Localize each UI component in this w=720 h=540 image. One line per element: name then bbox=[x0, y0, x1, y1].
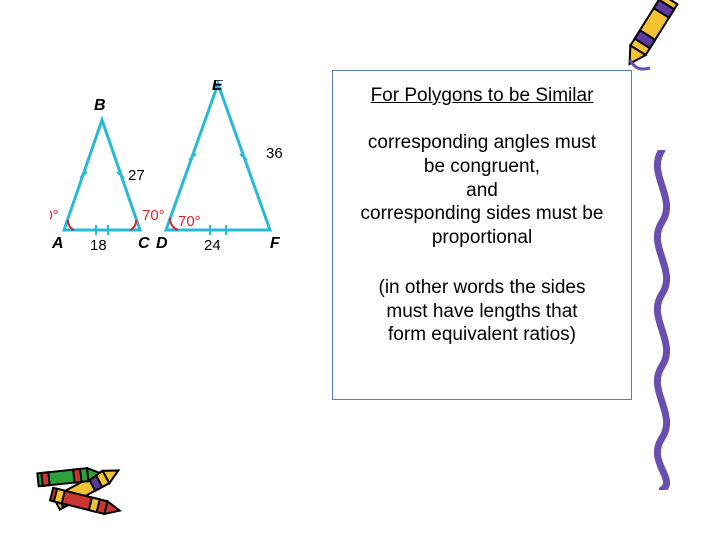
textbox-body2: (in other words the sides must have leng… bbox=[339, 276, 625, 347]
body2-l1: (in other words the sides bbox=[379, 277, 586, 298]
side-bc: 27 bbox=[128, 167, 145, 184]
crayon-pile-icon bbox=[30, 440, 140, 530]
similar-triangles-diagram: A B C D E F 70° 70° 70° 18 27 24 36 bbox=[50, 80, 320, 270]
label-b: B bbox=[94, 97, 106, 114]
slide-root: A B C D E F 70° 70° 70° 18 27 24 36 For … bbox=[0, 0, 720, 540]
angle-a-text: 70° bbox=[50, 207, 59, 224]
triangle-def bbox=[166, 84, 270, 230]
angle-d-text: 70° bbox=[178, 213, 201, 230]
textbox-title: For Polygons to be Similar bbox=[339, 85, 625, 107]
side-df: 24 bbox=[204, 237, 221, 254]
triangles-svg: A B C D E F 70° 70° 70° 18 27 24 36 bbox=[50, 80, 320, 270]
body2-l3: form equivalent ratios) bbox=[388, 324, 576, 345]
body1-l4: corresponding sides must be bbox=[361, 203, 604, 224]
body1-l1: corresponding angles must bbox=[368, 132, 596, 153]
body1-l5: proportional bbox=[432, 227, 532, 248]
definition-textbox: For Polygons to be Similar corresponding… bbox=[332, 70, 632, 400]
label-f: F bbox=[270, 235, 281, 252]
label-e: E bbox=[212, 80, 224, 94]
side-ef: 36 bbox=[266, 145, 283, 162]
body2-l2: must have lengths that bbox=[386, 301, 577, 322]
side-ac: 18 bbox=[90, 237, 107, 254]
body1-l3: and bbox=[466, 180, 498, 201]
angle-c-text: 70° bbox=[142, 207, 165, 224]
textbox-body1: corresponding angles must be congruent, … bbox=[339, 131, 625, 250]
label-d: D bbox=[156, 235, 168, 252]
crayon-top-right-icon bbox=[610, 0, 690, 78]
label-a: A bbox=[51, 235, 64, 252]
body1-l2: be congruent, bbox=[424, 156, 540, 177]
label-c: C bbox=[138, 235, 150, 252]
squiggle-decor-icon bbox=[642, 150, 682, 490]
